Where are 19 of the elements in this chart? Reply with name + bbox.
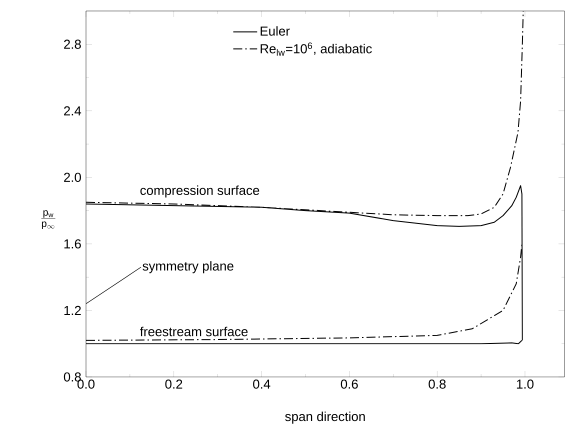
annotation: symmetry plane — [142, 261, 234, 274]
annotation: compression surface — [140, 185, 260, 198]
y-tick-label: 2.4 — [64, 106, 82, 116]
x-tick-label: 0.0 — [77, 380, 95, 389]
legend-label: Re$_{lw}$=10$^{6}$, adiabatic — [260, 42, 372, 56]
x-tick-label: 0.8 — [428, 380, 446, 389]
y-axis-title: $\frac{\mathsf{p}_{\mathsf{w}}}{\mathsf{p}_{\infty}}$ — [41, 210, 56, 229]
legend-label: Euler — [260, 26, 290, 36]
annotation: freestream surface — [140, 326, 248, 336]
x-tick-label: 0.4 — [253, 380, 270, 389]
x-tick-label: 0.2 — [165, 380, 182, 389]
y-tick-label: 2.0 — [64, 172, 81, 182]
y-tick-label: 1.2 — [64, 306, 81, 315]
y-tick-label: 1.6 — [64, 239, 81, 248]
x-tick-label: 0.6 — [340, 380, 358, 389]
y-tick-label: 0.8 — [64, 372, 81, 382]
y-tick-label: 2.8 — [64, 40, 81, 49]
x-axis-title: span direction — [285, 412, 365, 424]
x-tick-label: 1.0 — [516, 380, 534, 389]
